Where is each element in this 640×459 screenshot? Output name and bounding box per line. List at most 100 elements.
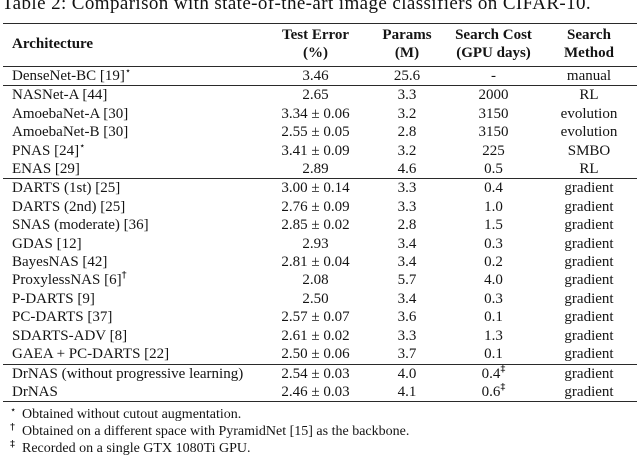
search-cost-cell: 1.5 [484,217,503,234]
search-method-cell: gradient [564,383,614,400]
table-row: AmoebaNet-B [30] 2.55 ± 0.05 2.8 3150 ev… [3,123,637,141]
search-method-cell: evolution [560,124,618,141]
test-error-cell: 3.34 ± 0.06 [281,105,350,122]
table-footnotes: ⋆ Obtained without cutout augmentation. †… [10,404,640,457]
search-cost-cell: 4.0 [484,272,503,289]
table-row: PNAS [24]⋆ 3.41 ± 0.09 3.2 225 SMBO [3,142,637,160]
architecture-cell: PNAS [24]⋆ [12,141,86,159]
table-row: ProxylessNAS [6]† 2.08 5.7 4.0 gradient [3,271,637,289]
search-cost-cell: 1.3 [484,327,503,344]
results-table: Architecture Test Error (%) Params (M) Sea… [3,23,637,403]
architecture-cell: SNAS (moderate) [36] [12,217,149,234]
search-method-cell: gradient [564,309,614,326]
search-method-cell: SMBO [567,142,611,159]
test-error-cell: 2.85 ± 0.02 [281,217,350,234]
params-cell: 3.4 [397,235,417,252]
footnote-marker: ‡ [500,364,506,375]
architecture-cell: GAEA + PC-DARTS [22] [12,346,170,363]
search-cost-cell: 0.4‡ [481,364,506,382]
table-row: DenseNet-BC [19]⋆ 3.46 25.6 - manual [3,67,637,86]
architecture-cell: BayesNAS [42] [12,254,108,271]
test-error-cell: 2.57 ± 0.07 [281,309,350,326]
search-cost-cell: 2000 [478,87,509,104]
test-error-cell: 2.89 [302,161,329,178]
footnote-marker: † [121,271,127,282]
search-method-cell: gradient [564,235,614,252]
table-caption: Table 2: Comparison with state-of-the-ar… [2,0,592,14]
search-method-cell: evolution [560,105,618,122]
params-cell: 3.2 [397,105,417,122]
header-row: Architecture Test Error (%) Params (M) Sea… [3,24,637,67]
search-cost-cell: 0.5 [484,161,503,178]
table-row: AmoebaNet-A [30] 3.34 ± 0.06 3.2 3150 ev… [3,105,637,123]
test-error-cell: 2.55 ± 0.05 [281,124,350,141]
footnote-marker: ⋆ [124,66,132,77]
search-cost-cell: 0.1 [484,309,503,326]
architecture-cell: ProxylessNAS [6]† [12,271,127,289]
test-error-cell: 2.65 [302,87,329,104]
table-row: BayesNAS [42] 2.81 ± 0.04 3.4 0.2 gradie… [3,253,637,271]
search-method-cell: gradient [564,198,614,215]
search-method-cell: gradient [564,217,614,234]
architecture-cell: DARTS (2nd) [25] [12,198,126,215]
table-row: SDARTS-ADV [8] 2.61 ± 0.02 3.3 1.3 gradi… [3,327,637,345]
footnote-text: Recorded on a single GTX 1080Ti GPU. [22,441,251,457]
test-error-cell: 2.54 ± 0.03 [281,365,350,382]
architecture-cell: AmoebaNet-A [30] [12,105,129,122]
search-method-cell: gradient [564,180,614,197]
search-cost-cell: 0.3 [484,235,503,252]
table-row: DrNAS (without progressive learning) 2.5… [3,364,637,383]
architecture-cell: GDAS [12] [12,235,82,252]
footnote-star: ⋆ Obtained without cutout augmentation. [10,404,242,423]
test-error-cell: 3.46 [302,68,329,84]
test-error-cell: 2.50 ± 0.06 [281,346,350,363]
search-cost-cell: 0.6‡ [481,382,506,400]
search-method-cell: gradient [564,346,614,363]
architecture-cell: DrNAS [12,383,58,400]
search-cost-cell: 3150 [478,105,509,122]
table-row: NASNet-A [44] 2.65 3.3 2000 RL [3,86,637,105]
search-method-cell: gradient [564,290,614,307]
table-body: DenseNet-BC [19]⋆ 3.46 25.6 - manual NAS… [3,67,637,402]
params-cell: 4.1 [397,383,417,400]
table-row: DARTS (2nd) [25] 2.76 ± 0.09 3.3 1.0 gra… [3,198,637,216]
table-row: DARTS (1st) [25] 3.00 ± 0.14 3.3 0.4 gra… [3,179,637,198]
footnote-double-dagger: ‡ Recorded on a single GTX 1080Ti GPU. [10,438,251,457]
footnote-marker: ⋆ [79,141,86,152]
params-cell: 3.6 [397,309,417,326]
search-cost-cell: - [491,68,496,84]
search-method-cell: RL [579,87,599,104]
params-cell: 3.4 [397,254,417,271]
search-cost-cell: 3150 [478,124,509,141]
search-cost-cell: 0.4 [484,180,503,197]
header-params: Params (M) [382,27,432,61]
test-error-cell: 2.46 ± 0.03 [281,383,350,400]
architecture-cell: PC-DARTS [37] [12,309,113,326]
params-cell: 3.4 [397,290,417,307]
params-cell: 3.3 [397,180,417,197]
test-error-cell: 2.76 ± 0.09 [281,198,350,215]
params-cell: 4.0 [397,365,417,382]
architecture-cell: ENAS [29] [12,161,80,178]
test-error-cell: 2.08 [302,272,329,289]
table-row: DrNAS 2.46 ± 0.03 4.1 0.6‡ gradient [3,383,637,402]
search-method-cell: manual [566,68,612,84]
search-method-cell: RL [579,161,599,178]
params-cell: 3.3 [397,327,417,344]
test-error-cell: 3.41 ± 0.09 [281,142,350,159]
header-test-error: Test Error (%) [281,27,350,61]
params-cell: 25.6 [393,68,421,84]
footnote-dagger: † Obtained on a different space with Pyra… [10,421,410,440]
params-cell: 3.2 [397,142,417,159]
table-row: GAEA + PC-DARTS [22] 2.50 ± 0.06 3.7 0.1… [3,345,637,364]
table-row: SNAS (moderate) [36] 2.85 ± 0.02 2.8 1.5… [3,216,637,234]
architecture-cell: DrNAS (without progressive learning) [12,365,244,382]
table-header: Architecture Test Error (%) Params (M) Sea… [3,24,637,67]
params-cell: 4.6 [397,161,417,178]
test-error-cell: 2.50 [302,290,329,307]
search-cost-cell: 0.1 [484,346,503,363]
table-row: ENAS [29] 2.89 4.6 0.5 RL [3,160,637,179]
search-cost-cell: 0.3 [484,290,503,307]
architecture-cell: P-DARTS [9] [12,290,95,307]
